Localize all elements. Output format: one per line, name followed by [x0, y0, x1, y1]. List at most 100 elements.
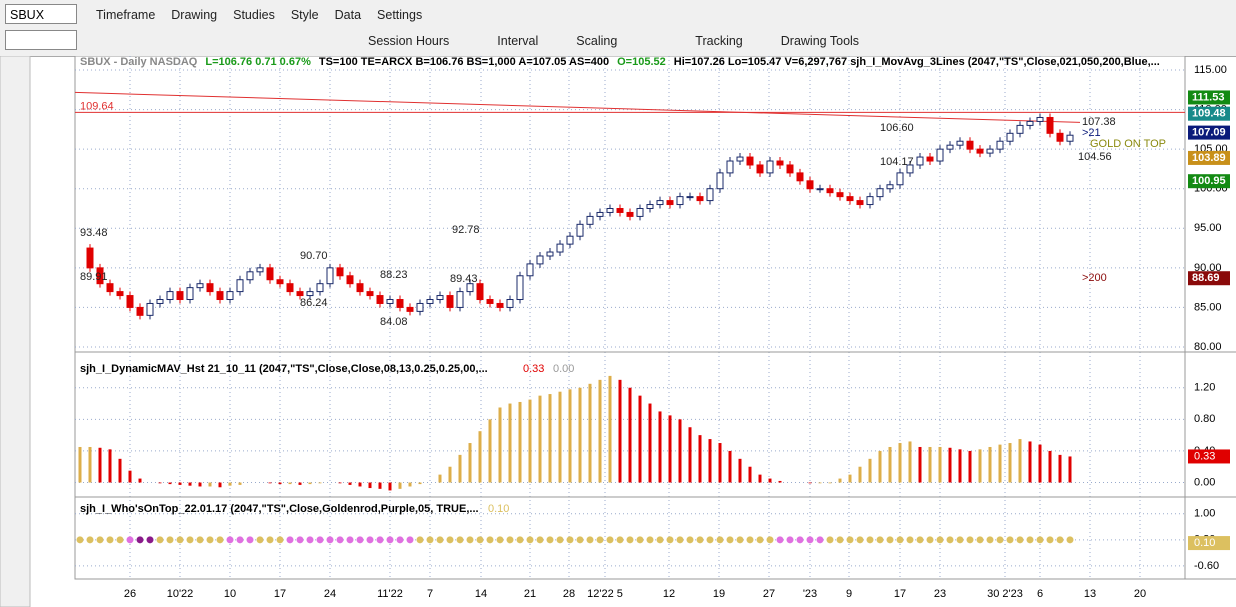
candle — [986, 148, 994, 154]
plot-bg — [74, 56, 1186, 580]
tool-item[interactable]: Scaling — [576, 34, 618, 48]
annotation: >200 — [1082, 272, 1107, 284]
menu-item[interactable]: Studies — [233, 8, 275, 22]
candle — [796, 172, 804, 182]
candle — [856, 200, 864, 206]
candle — [136, 306, 144, 316]
symbol-box[interactable]: SBUX — [5, 4, 77, 24]
tool-item[interactable]: Tracking — [695, 34, 743, 48]
histogram-bar — [128, 470, 132, 483]
histogram-bar — [518, 401, 522, 483]
histogram-bar — [288, 482, 292, 485]
y-tick-label: 95.00 — [1194, 222, 1222, 234]
y-tick-label: 0.00 — [1194, 476, 1215, 488]
state-dot — [826, 536, 834, 544]
x-tick-label: 17 — [894, 588, 906, 600]
price-badge — [1188, 174, 1230, 189]
x-tick-label: 28 — [563, 588, 575, 600]
x-tick-label: '23 — [803, 588, 817, 600]
candle — [176, 291, 184, 301]
annotation: 86.24 — [300, 297, 328, 309]
tool-item[interactable]: Session Hours — [368, 34, 450, 48]
histogram-bar — [898, 443, 902, 483]
state-dot — [1066, 536, 1074, 544]
x-tick-label: 27 — [763, 588, 775, 600]
candle — [536, 255, 544, 265]
state-dot — [1006, 536, 1014, 544]
x-tick-label: 26 — [124, 588, 136, 600]
candle — [316, 283, 324, 293]
pane-header: O=105.52 — [617, 56, 666, 68]
candle — [296, 291, 304, 297]
state-dot — [666, 536, 674, 544]
y-tick-label: -0.60 — [1194, 560, 1219, 572]
x-tick-label: 6 — [1037, 588, 1043, 600]
histogram-bar — [418, 482, 422, 485]
candle — [116, 291, 124, 297]
state-dot — [896, 536, 904, 544]
state-dot — [166, 536, 174, 544]
last-badge-label: 0.33 — [1194, 450, 1215, 462]
histogram-bar — [1058, 454, 1062, 483]
state-dot — [186, 536, 194, 544]
state-dot — [586, 536, 594, 544]
y-tick-label: 1.20 — [1194, 382, 1215, 394]
histogram-bar — [958, 449, 962, 483]
histogram-bar — [988, 446, 992, 483]
candle — [546, 251, 554, 257]
candle — [626, 211, 634, 217]
x-tick-label: 12'22 5 — [587, 588, 623, 600]
state-dot — [116, 536, 124, 544]
candle — [166, 291, 174, 301]
state-dot — [96, 536, 104, 544]
candle — [506, 299, 514, 308]
histogram-bar — [218, 482, 222, 488]
menu-item[interactable]: Data — [334, 8, 362, 22]
candle — [306, 291, 314, 297]
candle — [826, 188, 834, 194]
state-dot — [246, 536, 254, 544]
candle — [786, 164, 794, 174]
price-badge — [1188, 271, 1230, 286]
annotation: 104.56 — [1078, 151, 1112, 163]
histogram-bar — [448, 466, 452, 483]
x-tick-label: 19 — [713, 588, 725, 600]
interval-box[interactable] — [5, 30, 77, 50]
candle — [516, 275, 524, 301]
state-dot — [506, 536, 514, 544]
candle — [916, 156, 924, 166]
tool-item[interactable]: Drawing Tools — [780, 34, 860, 48]
tool-item[interactable]: Interval — [497, 34, 539, 48]
candle — [1006, 132, 1014, 142]
menu-item[interactable]: Timeframe — [96, 8, 156, 22]
histogram-bar — [378, 482, 382, 489]
state-dot — [226, 536, 234, 544]
annotation: 107.38 — [1082, 116, 1116, 128]
state-dot — [646, 536, 654, 544]
histogram-bar — [708, 439, 712, 483]
candle — [596, 211, 604, 217]
state-dot — [976, 536, 984, 544]
state-dot — [146, 536, 154, 544]
menu-item[interactable]: Settings — [377, 8, 423, 22]
x-tick-label: 10'22 — [167, 588, 194, 600]
histogram-bar — [1068, 456, 1072, 483]
state-dot — [806, 536, 814, 544]
price-badge-label: 107.09 — [1192, 127, 1226, 139]
histogram-bar — [568, 389, 572, 483]
pane-header: Hi=107.26 Lo=105.47 V=6,297,767 sjh_I_Mo… — [674, 56, 1160, 68]
menu-item[interactable]: Drawing — [171, 8, 218, 22]
candle — [526, 263, 534, 277]
candle — [206, 283, 214, 293]
candle — [156, 299, 164, 304]
state-dot — [406, 536, 414, 544]
state-dot — [526, 536, 534, 544]
state-dot — [886, 536, 894, 544]
menu-item[interactable]: Style — [290, 8, 319, 22]
histogram-bar — [778, 480, 782, 483]
x-tick-label: 24 — [324, 588, 336, 600]
state-dot — [356, 536, 364, 544]
histogram-bar — [888, 446, 892, 483]
state-dot — [856, 536, 864, 544]
state-dot — [276, 536, 284, 544]
